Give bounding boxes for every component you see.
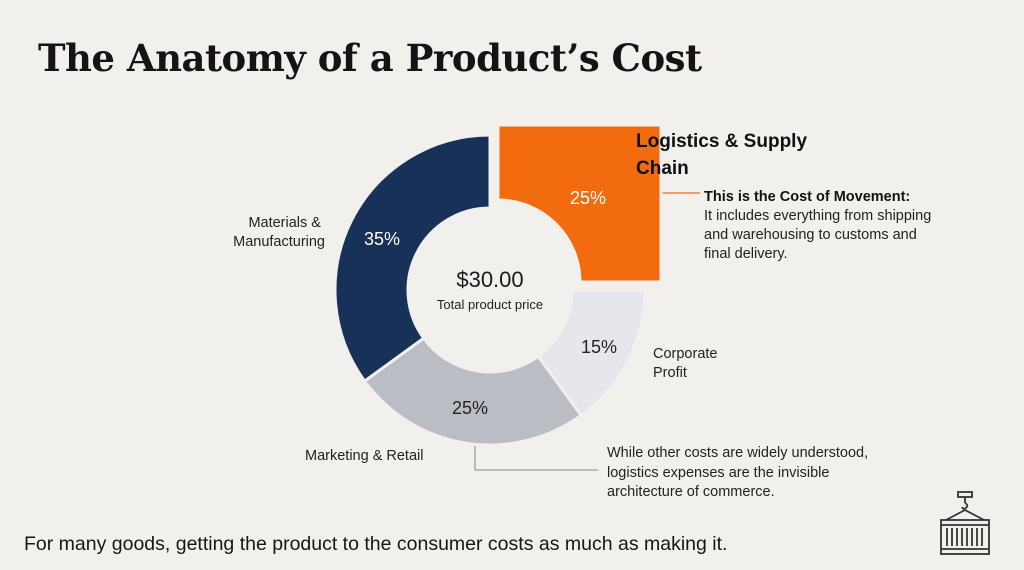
slice-marketing-retail bbox=[362, 336, 584, 447]
logistics-callout-body: It includes everything from shipping and… bbox=[704, 208, 932, 262]
center-label: Total product price bbox=[437, 297, 543, 312]
center-value: $30.00 bbox=[456, 267, 523, 292]
slice-materials-manufacturing bbox=[333, 133, 492, 384]
slice-label-profit: 15% bbox=[581, 337, 617, 357]
shipping-container-crane-icon bbox=[940, 491, 990, 555]
logistics-callout: This is the Cost of Movement: It include… bbox=[704, 188, 944, 264]
footer-caption: For many goods, getting the product to t… bbox=[24, 533, 728, 555]
category-label-marketing: Marketing & Retail bbox=[305, 448, 423, 464]
slice-label-materials: 35% bbox=[364, 229, 400, 249]
slice-label-logistics: 25% bbox=[570, 188, 606, 208]
logistics-callout-heading: This is the Cost of Movement: bbox=[704, 189, 911, 205]
commerce-callout: While other costs are widely understood,… bbox=[607, 445, 869, 500]
slice-logistics bbox=[496, 123, 663, 284]
marketing-connector-line bbox=[474, 440, 598, 471]
slice-label-marketing: 25% bbox=[452, 398, 488, 418]
logistics-highlight-title: Logistics & Supply Chain bbox=[636, 131, 808, 179]
category-label-materials: Materials & Manufacturing bbox=[233, 215, 325, 250]
category-label-profit: Corporate Profit bbox=[653, 346, 722, 381]
page-title: The Anatomy of a Product’s Cost bbox=[38, 36, 702, 80]
